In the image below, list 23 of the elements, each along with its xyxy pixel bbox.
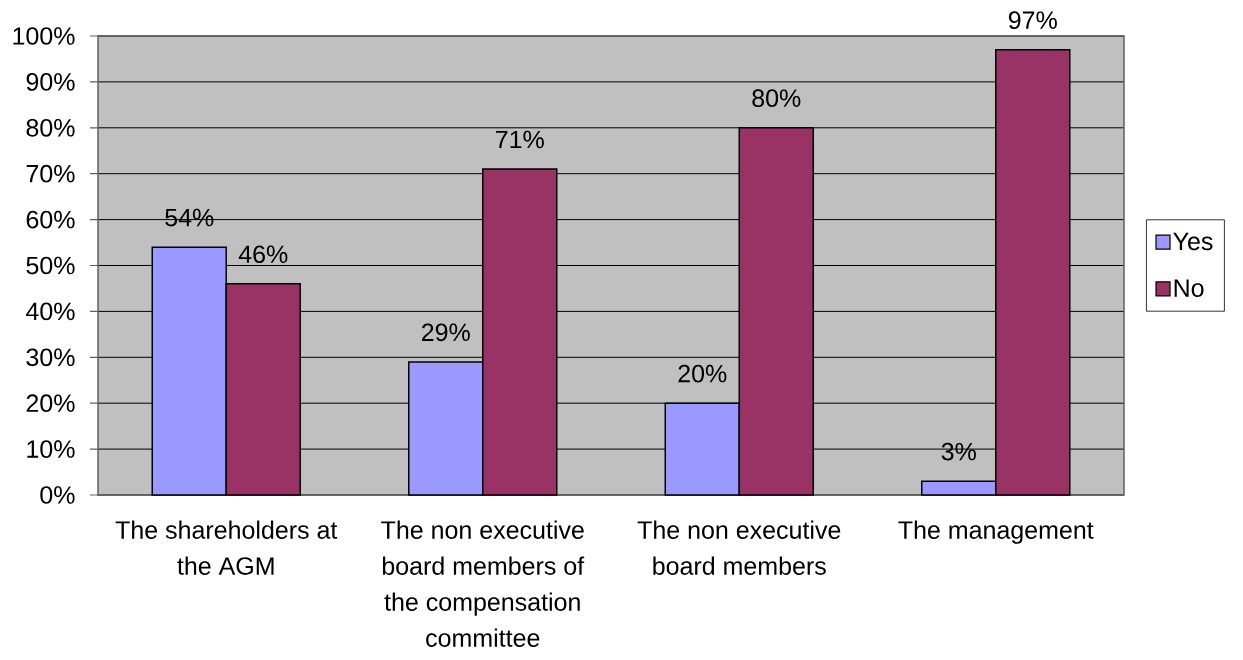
y-tick-label: 20% <box>26 394 75 413</box>
x-tick-label: The shareholders at the AGM <box>115 520 338 575</box>
data-label: 46% <box>238 245 288 264</box>
legend-label: No <box>1174 279 1204 297</box>
x-tick-label: The non executive board members of the compensation committee <box>381 520 585 647</box>
x-tick-label: The management <box>898 520 1094 544</box>
y-tick-label: 60% <box>26 210 75 229</box>
y-tick-label: 70% <box>26 164 75 183</box>
data-label: 29% <box>421 323 470 342</box>
x-tick-label: The non executive board members <box>637 520 841 575</box>
y-tick-label: 10% <box>27 440 75 458</box>
y-tick-label: 0% <box>40 486 75 504</box>
y-tick-label: 50% <box>26 256 75 275</box>
y-tick-label: 30% <box>26 348 75 367</box>
data-label: 20% <box>678 364 727 383</box>
y-tick-label: 100% <box>13 27 75 45</box>
y-tick-label: 80% <box>26 118 75 137</box>
data-label: 80% <box>752 89 801 108</box>
y-tick-label: 90% <box>26 73 75 91</box>
y-tick-label: 40% <box>26 302 75 321</box>
data-label: 97% <box>1008 11 1057 30</box>
legend-label: Yes <box>1173 232 1213 251</box>
data-label: 71% <box>496 130 544 149</box>
